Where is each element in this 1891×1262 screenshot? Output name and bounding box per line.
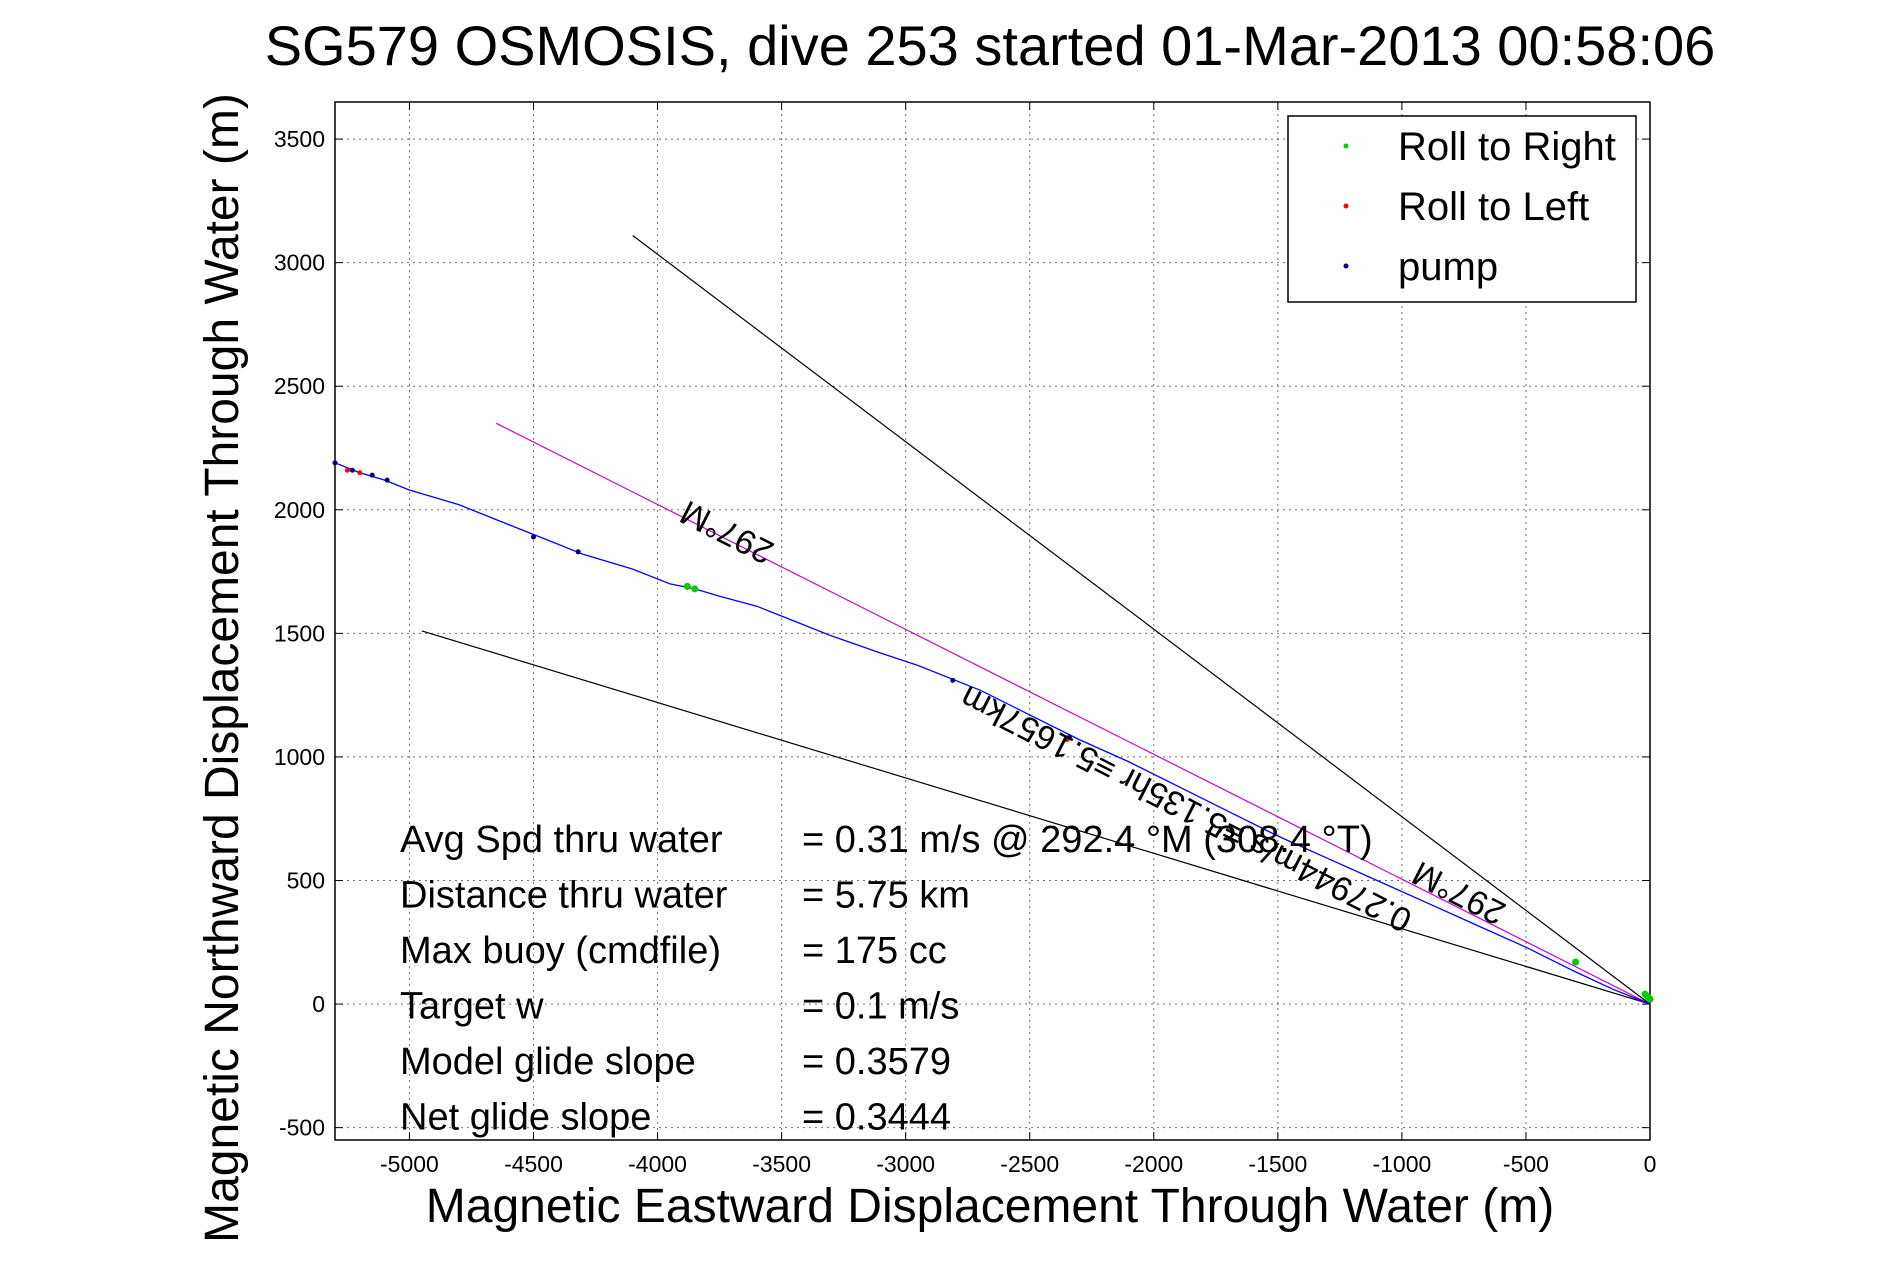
y-tick-label: 2500 [274, 373, 325, 399]
plot-frame [334, 101, 1651, 1141]
legend-marker [1343, 203, 1349, 209]
roll-left-point [357, 470, 363, 476]
pump-point [349, 467, 355, 473]
annotation-label: 297°M [674, 493, 779, 572]
chart-title: SG579 OSMOSIS, dive 253 started 01-Mar-2… [265, 14, 1716, 77]
x-tick-label: -3000 [876, 1151, 935, 1177]
stats-block: Avg Spd thru water = 0.31 m/s @ 292.4 °M … [400, 819, 1373, 1139]
legend-entry: pump [1398, 245, 1498, 289]
roll-right-point [683, 582, 691, 590]
x-tick-label: -2000 [1124, 1151, 1183, 1177]
y-axis-label: Magnetic Northward Displacement Through … [196, 93, 249, 1243]
upper-envelope-line [632, 235, 1651, 1005]
x-tick-label: -5000 [380, 1151, 439, 1177]
roll-right-point [1641, 990, 1649, 998]
stats-label: Distance thru water [400, 875, 728, 917]
legend: Roll to Right Roll to Left pump [1287, 115, 1637, 303]
roll-right-point [1572, 958, 1580, 966]
y-tick-label: 3000 [274, 250, 325, 276]
stats-value: = 0.1 m/s [802, 986, 959, 1028]
plot-content [332, 235, 1654, 1005]
stats-label: Avg Spd thru water [400, 819, 723, 861]
pump-point [369, 472, 375, 478]
y-tick-label: 1500 [274, 620, 325, 646]
x-tick-label: -4000 [628, 1151, 687, 1177]
x-axis-ticks: -5000 -4500 -4000 -3500 -3000 -2500 -2000 -1500… [380, 102, 1656, 1177]
annotation-label: 0.27944m/s ≡5.135hr ≡5.1657km [954, 678, 1418, 939]
y-tick-label: -500 [279, 1115, 325, 1141]
stats-value: = 5.75 km [802, 875, 970, 917]
annotation-label: 297°M [1406, 853, 1511, 932]
legend-marker [1343, 143, 1349, 149]
pump-point [332, 460, 338, 466]
x-tick-label: -1000 [1372, 1151, 1431, 1177]
x-tick-label: -4500 [504, 1151, 563, 1177]
stats-value: = 0.31 m/s @ 292.4 °M (308.4 °T) [802, 819, 1373, 861]
stats-value: = 175 cc [802, 930, 947, 972]
stats-label: Net glide slope [400, 1097, 651, 1139]
pump-point [530, 534, 536, 540]
stats-label: Model glide slope [400, 1041, 696, 1083]
legend-marker [1343, 263, 1349, 269]
legend-entry: Roll to Right [1398, 125, 1616, 169]
y-axis-ticks: -500 0 500 1000 1500 2000 2500 3000 3500 [274, 126, 1650, 1141]
track-line [334, 462, 1651, 1005]
heading-line [496, 422, 1651, 1005]
pump-point [950, 677, 956, 683]
y-tick-label: 0 [312, 991, 325, 1017]
x-tick-label: 0 [1644, 1151, 1657, 1177]
x-tick-label: -2500 [1000, 1151, 1059, 1177]
stats-value: = 0.3579 [802, 1041, 951, 1083]
y-tick-label: 3500 [274, 126, 325, 152]
stats-label: Max buoy (cmdfile) [400, 930, 721, 972]
y-tick-label: 500 [287, 868, 325, 894]
stats-label: Target w [400, 986, 544, 1028]
pump-point [1066, 734, 1072, 740]
stats-value: = 0.3444 [802, 1097, 951, 1139]
roll-left-point [344, 467, 350, 473]
x-axis-label: Magnetic Eastward Displacement Through W… [426, 1180, 1554, 1233]
x-tick-label: -1500 [1248, 1151, 1307, 1177]
pump-point [575, 549, 581, 555]
y-tick-label: 2000 [274, 497, 325, 523]
pump-point [384, 477, 390, 483]
roll-right-point [691, 585, 699, 593]
x-tick-label: -3500 [752, 1151, 811, 1177]
lower-envelope-line [421, 630, 1651, 1005]
x-tick-label: -500 [1503, 1151, 1549, 1177]
y-tick-label: 1000 [274, 744, 325, 770]
legend-entry: Roll to Left [1398, 185, 1589, 229]
